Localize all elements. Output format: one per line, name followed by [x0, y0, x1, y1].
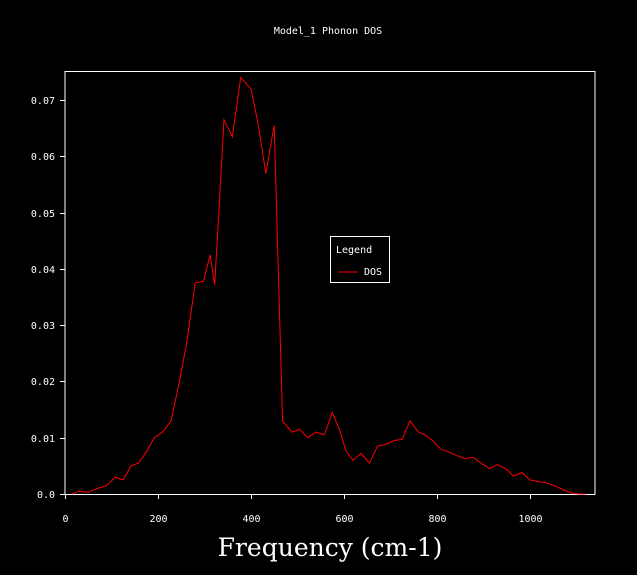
series-line-dos — [71, 76, 586, 495]
legend: Legend DOS — [330, 236, 390, 283]
x-tick-label: 600 — [335, 514, 353, 525]
x-axis: 0 200 400 600 800 1000 — [62, 494, 543, 525]
plot-frame — [64, 71, 596, 495]
y-tick-label: 0.01 — [31, 434, 55, 445]
legend-entry-dos: DOS — [364, 267, 382, 278]
x-tick-label: 800 — [428, 514, 446, 525]
x-tick-label: 0 — [62, 514, 68, 525]
x-axis-label: Frequency (cm-1) — [218, 533, 443, 562]
x-tick-label: 200 — [149, 514, 167, 525]
chart-title: Model_1 Phonon DOS — [274, 26, 382, 37]
y-tick-label: 0.03 — [31, 321, 55, 332]
legend-box — [330, 236, 390, 283]
y-tick-label: 0.02 — [31, 377, 55, 388]
y-axis: 0.0 0.01 0.02 0.03 0.04 0.05 0.06 0.07 — [31, 96, 65, 501]
y-tick-label: 0.07 — [31, 96, 55, 107]
y-tick-label: 0.04 — [31, 265, 55, 276]
x-tick-label: 1000 — [518, 514, 542, 525]
legend-title: Legend — [336, 245, 372, 256]
y-tick-label: 0.0 — [37, 490, 55, 501]
y-tick-label: 0.06 — [31, 152, 55, 163]
x-tick-label: 400 — [242, 514, 260, 525]
y-tick-label: 0.05 — [31, 209, 55, 220]
